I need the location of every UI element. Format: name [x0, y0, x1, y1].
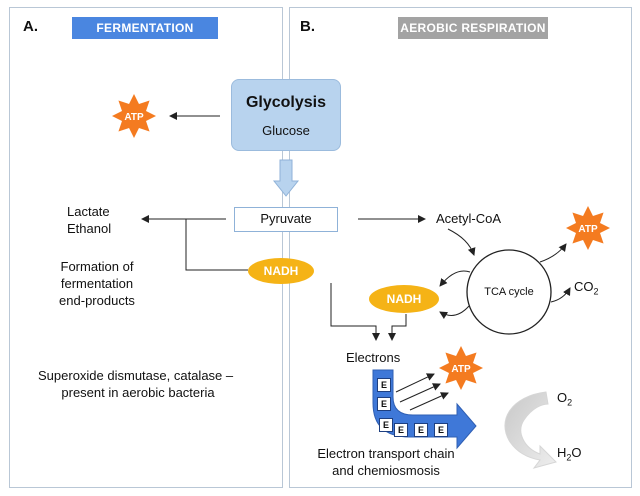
- panel-b-letter: B.: [300, 18, 315, 35]
- electron-box: E: [377, 378, 391, 392]
- atp-star-icon: ATP: [439, 346, 483, 390]
- glucose-label: Glucose: [262, 123, 310, 138]
- nadh-center-badge: NADH: [248, 258, 314, 284]
- panel-fermentation: [9, 7, 283, 488]
- co2-main: CO: [574, 279, 594, 294]
- atp-label: ATP: [578, 224, 598, 235]
- formation-line-3: end-products: [59, 293, 135, 308]
- h2o-subscript: 2: [566, 452, 572, 463]
- h2o-h: H: [557, 445, 567, 460]
- o2-main: O: [557, 390, 568, 405]
- electron-box: E: [394, 423, 408, 437]
- tca-to-co2-arrow: [550, 287, 571, 303]
- atp-star-icon: ATP: [112, 94, 156, 138]
- o2-label: O2: [557, 389, 572, 412]
- o2-subscript: 2: [567, 397, 573, 408]
- enzymes-line-2: present in aerobic bacteria: [61, 385, 215, 400]
- tca-to-nadh-arrow-2: [439, 305, 470, 320]
- acetyl-coa-label: Acetyl-CoA: [436, 211, 502, 226]
- product-lactate: Lactate: [67, 204, 110, 219]
- electron-box: E: [379, 418, 393, 432]
- panel-a-letter: A.: [23, 18, 38, 35]
- down-arrow-icon: [272, 159, 300, 197]
- enzymes-line-1: Superoxide dismutase, catalase –: [38, 368, 234, 383]
- electron-box: E: [434, 423, 448, 437]
- nadh-right-badge: NADH: [369, 285, 439, 313]
- electrons-label: Electrons: [346, 350, 401, 365]
- tca-to-nadh-arrow-1: [439, 270, 471, 287]
- etc-to-atp-arrow-3: [409, 392, 449, 411]
- atp-label: ATP: [124, 112, 144, 123]
- co2-subscript: 2: [593, 286, 599, 297]
- nadh-center-to-electrons-line: [330, 283, 380, 341]
- h2o-o: O: [571, 445, 582, 460]
- etc-line-1: Electron transport chain: [317, 446, 455, 461]
- atp-star-icon: ATP: [566, 206, 610, 250]
- pyruvate-box: Pyruvate: [234, 207, 338, 232]
- tca-cycle-label: TCA cycle: [484, 286, 534, 298]
- etc-line-2: and chemiosmosis: [332, 463, 440, 478]
- etc-to-atp-arrow-2: [399, 383, 441, 403]
- h2o-label: H2O: [557, 444, 582, 467]
- glycolysis-label: Glycolysis: [245, 94, 327, 111]
- aerobic-respiration-header: AEROBIC RESPIRATION: [398, 17, 548, 39]
- curved-reaction-arrow-icon: [504, 391, 557, 469]
- electron-box: E: [377, 397, 391, 411]
- fermentation-header: FERMENTATION: [72, 17, 218, 39]
- glycolysis-box: Glycolysis Glucose: [231, 79, 341, 151]
- tca-to-atp-arrow: [539, 243, 567, 263]
- panel-aerobic-respiration: [289, 7, 632, 488]
- formation-line-2: fermentation: [60, 276, 134, 291]
- acetyl-to-tca-arrow: [447, 228, 476, 256]
- atp-label: ATP: [451, 364, 471, 375]
- nadh-right-to-electrons-line: [388, 314, 407, 341]
- formation-line-1: Formation of: [60, 259, 134, 274]
- etc-to-atp-arrow-1: [395, 373, 435, 393]
- tca-cycle-circle: [466, 249, 552, 335]
- product-ethanol: Ethanol: [67, 221, 112, 236]
- co2-label: CO2: [574, 278, 599, 301]
- nadh-to-fermentation-line: [185, 219, 248, 271]
- electron-box: E: [414, 423, 428, 437]
